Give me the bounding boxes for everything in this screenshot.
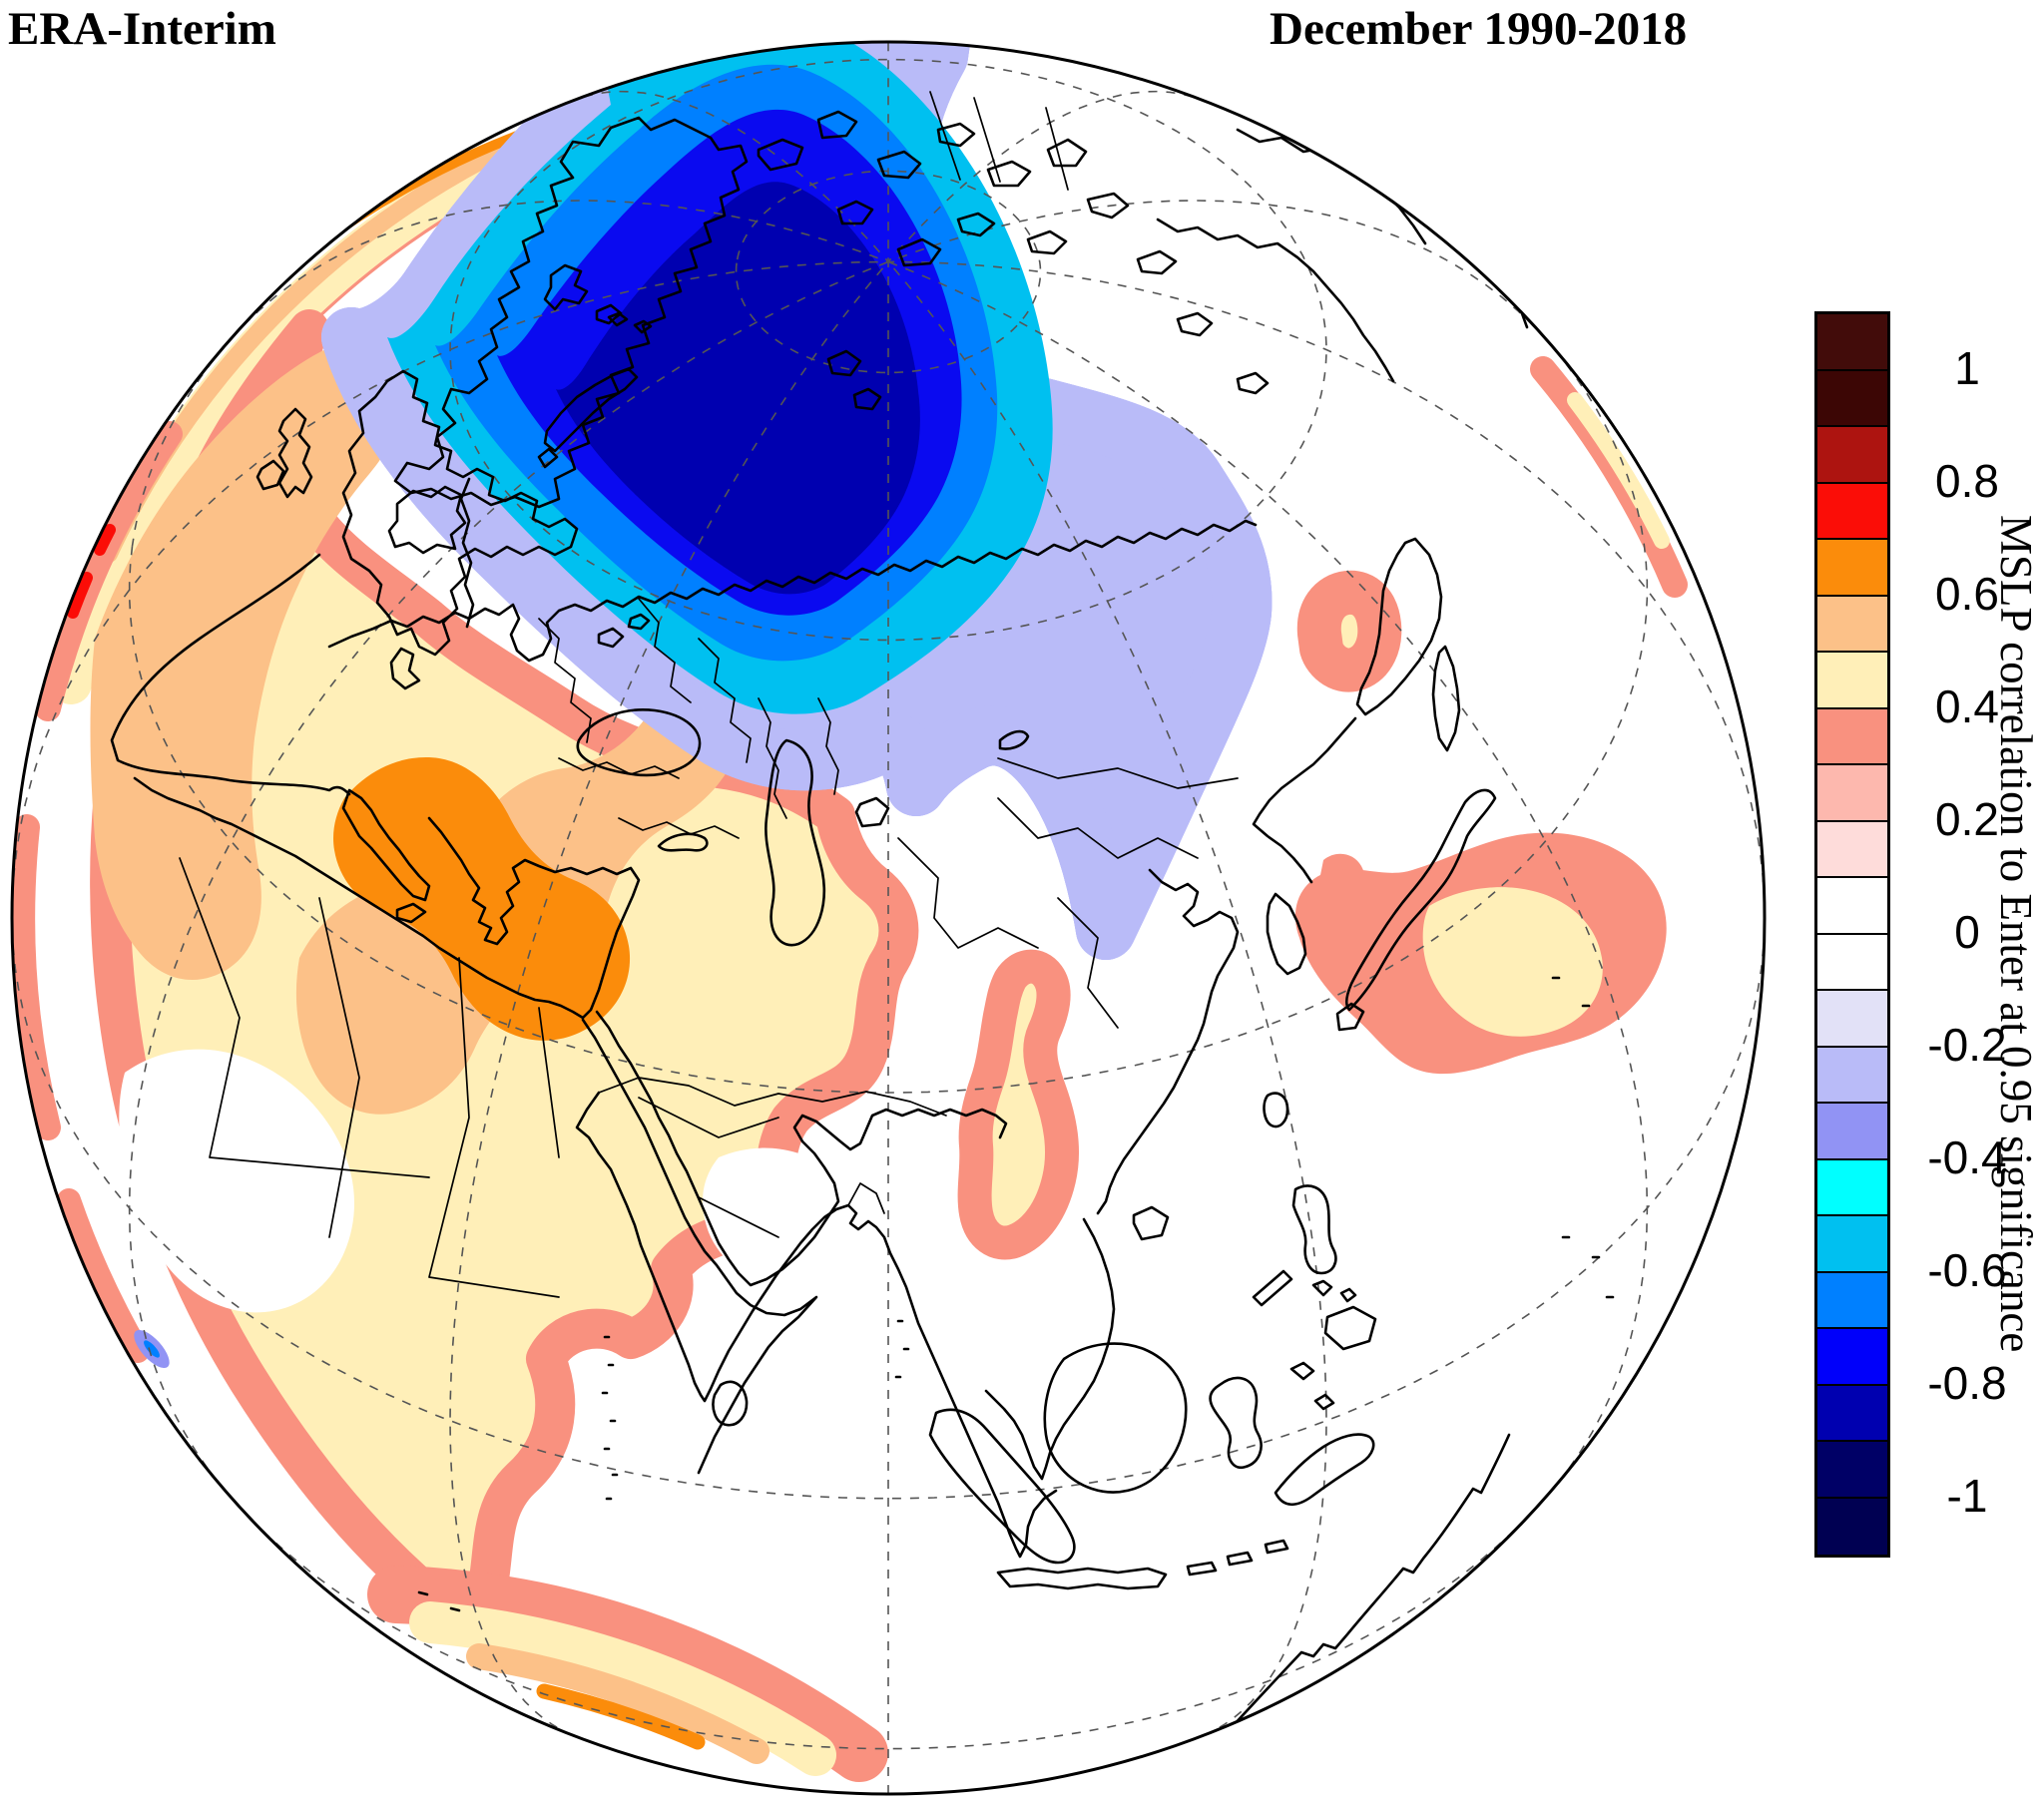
colorbar-tick: -1 xyxy=(1946,1469,1988,1522)
colorbar-segment xyxy=(1817,1385,1887,1442)
right-title: December 1990-2018 xyxy=(1270,3,1688,55)
colorbar-segment xyxy=(1817,314,1887,371)
globe-outline xyxy=(10,40,1767,1796)
colorbar-segment xyxy=(1817,370,1887,427)
country-borders xyxy=(179,91,1239,1298)
colorbar-label: MSLP correlation to Enter at 0.95 signif… xyxy=(1991,514,2041,1353)
colorbar-segment xyxy=(1817,821,1887,878)
positive-crescent-southern xyxy=(367,1566,888,1782)
colorbar-segment xyxy=(1817,708,1887,765)
colorbar-tick: -0.8 xyxy=(1927,1356,2007,1409)
colorbar-segment xyxy=(1817,427,1887,484)
colorbar-segment xyxy=(1817,1216,1887,1273)
coastlines xyxy=(110,110,1615,1758)
colorbar-segment xyxy=(1817,1104,1887,1160)
colorbar-segment xyxy=(1817,1159,1887,1216)
colorbar-tick: -0.2 xyxy=(1927,1018,2007,1071)
positive-patch-kamchatka xyxy=(1296,570,1402,692)
colorbar-segment xyxy=(1817,765,1887,822)
colorbar-segment xyxy=(1817,483,1887,540)
colorbar-segment xyxy=(1817,1272,1887,1329)
left-title: ERA-Interim xyxy=(8,3,276,55)
colorbar-tick: -0.4 xyxy=(1927,1130,2007,1183)
colorbar-segment xyxy=(1817,1442,1887,1499)
colorbar-tick: 0.4 xyxy=(1935,679,1999,732)
colorbar-segment xyxy=(1817,1498,1887,1555)
graticule xyxy=(12,42,1765,1794)
colorbar-tick: 1 xyxy=(1954,341,1980,394)
negative-dot-left-limb xyxy=(134,1329,170,1369)
colorbar-segment xyxy=(1817,878,1887,935)
positive-patch-pacific xyxy=(1294,832,1667,1075)
colorbar-tick: -0.6 xyxy=(1927,1243,2007,1296)
colorbar-tick: 0.2 xyxy=(1935,792,1999,845)
colorbar-tick: 0.8 xyxy=(1935,454,1999,507)
colorbar-segment xyxy=(1817,1329,1887,1386)
colorbar-segment xyxy=(1817,934,1887,991)
left-limb-positive-band xyxy=(12,421,183,1363)
colorbar-segment xyxy=(1817,991,1887,1048)
positive-rim-band-top-right xyxy=(1530,356,1688,598)
negative-correlation-region xyxy=(321,42,1242,960)
colorbar-tick: 0.6 xyxy=(1935,567,1999,620)
positive-patch-indochina xyxy=(957,949,1080,1260)
colorbar-segment xyxy=(1817,653,1887,709)
positive-correlation-region-europe xyxy=(90,309,919,1644)
colorbar-tick: 0 xyxy=(1954,905,1980,958)
colorbar-segment xyxy=(1817,1047,1887,1104)
colorbar-segment xyxy=(1817,596,1887,653)
colorbar-segment xyxy=(1817,540,1887,597)
colorbar xyxy=(1814,311,1890,1558)
